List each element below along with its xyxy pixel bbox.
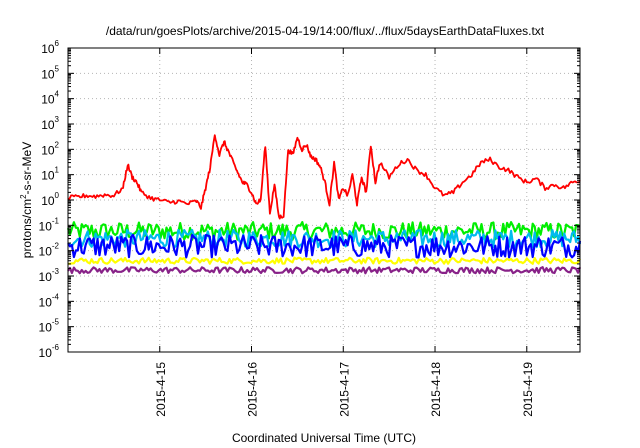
x-tick-label: 2015-4-19: [521, 362, 535, 417]
y-tick-label: 105: [41, 64, 59, 81]
series-line: [67, 256, 581, 265]
y-tick-label: 104: [41, 90, 59, 107]
y-tick-label: 10-5: [39, 318, 60, 335]
y-tick-label: 10-3: [39, 267, 60, 284]
axis-ticks: [68, 47, 580, 353]
y-axis-label-sup: 2: [19, 194, 28, 199]
y-tick-label: 10-4: [39, 292, 60, 309]
grid-lines: [68, 48, 580, 352]
x-axis-label: Coordinated Universal Time (UTC): [232, 431, 416, 445]
series-line: [67, 266, 582, 275]
y-axis-label: protons/cm2-s-sr-MeV: [19, 142, 34, 258]
series-line: [67, 233, 582, 259]
series-layer: [66, 134, 582, 275]
y-tick-label: 101: [41, 166, 59, 183]
y-tick-label: 106: [41, 39, 59, 56]
x-tick-label: 2015-4-15: [154, 362, 168, 417]
x-tick-labels: 2015-4-15 2015-4-16 2015-4-17 2015-4-18 2015…: [154, 362, 535, 417]
y-tick-label: 100: [41, 191, 59, 208]
y-tick-label: 10-1: [39, 216, 60, 233]
series-line: [67, 228, 582, 249]
x-tick-label: 2015-4-18: [429, 362, 443, 417]
y-tick-label: 103: [41, 115, 59, 132]
y-tick-label: 102: [41, 140, 59, 157]
chart-title: /data/run/goesPlots/archive/2015-04-19/1…: [106, 24, 545, 38]
series-line: [67, 134, 581, 220]
x-tick-label: 2015-4-16: [246, 362, 260, 417]
x-tick-label: 2015-4-17: [337, 362, 351, 417]
y-tick-labels: 10-6 10-5 10-4 10-3 10-2 10-1 100 101 102 103 104 1…: [39, 39, 60, 360]
y-tick-label: 10-6: [39, 343, 60, 360]
y-tick-label: 10-2: [39, 242, 60, 259]
